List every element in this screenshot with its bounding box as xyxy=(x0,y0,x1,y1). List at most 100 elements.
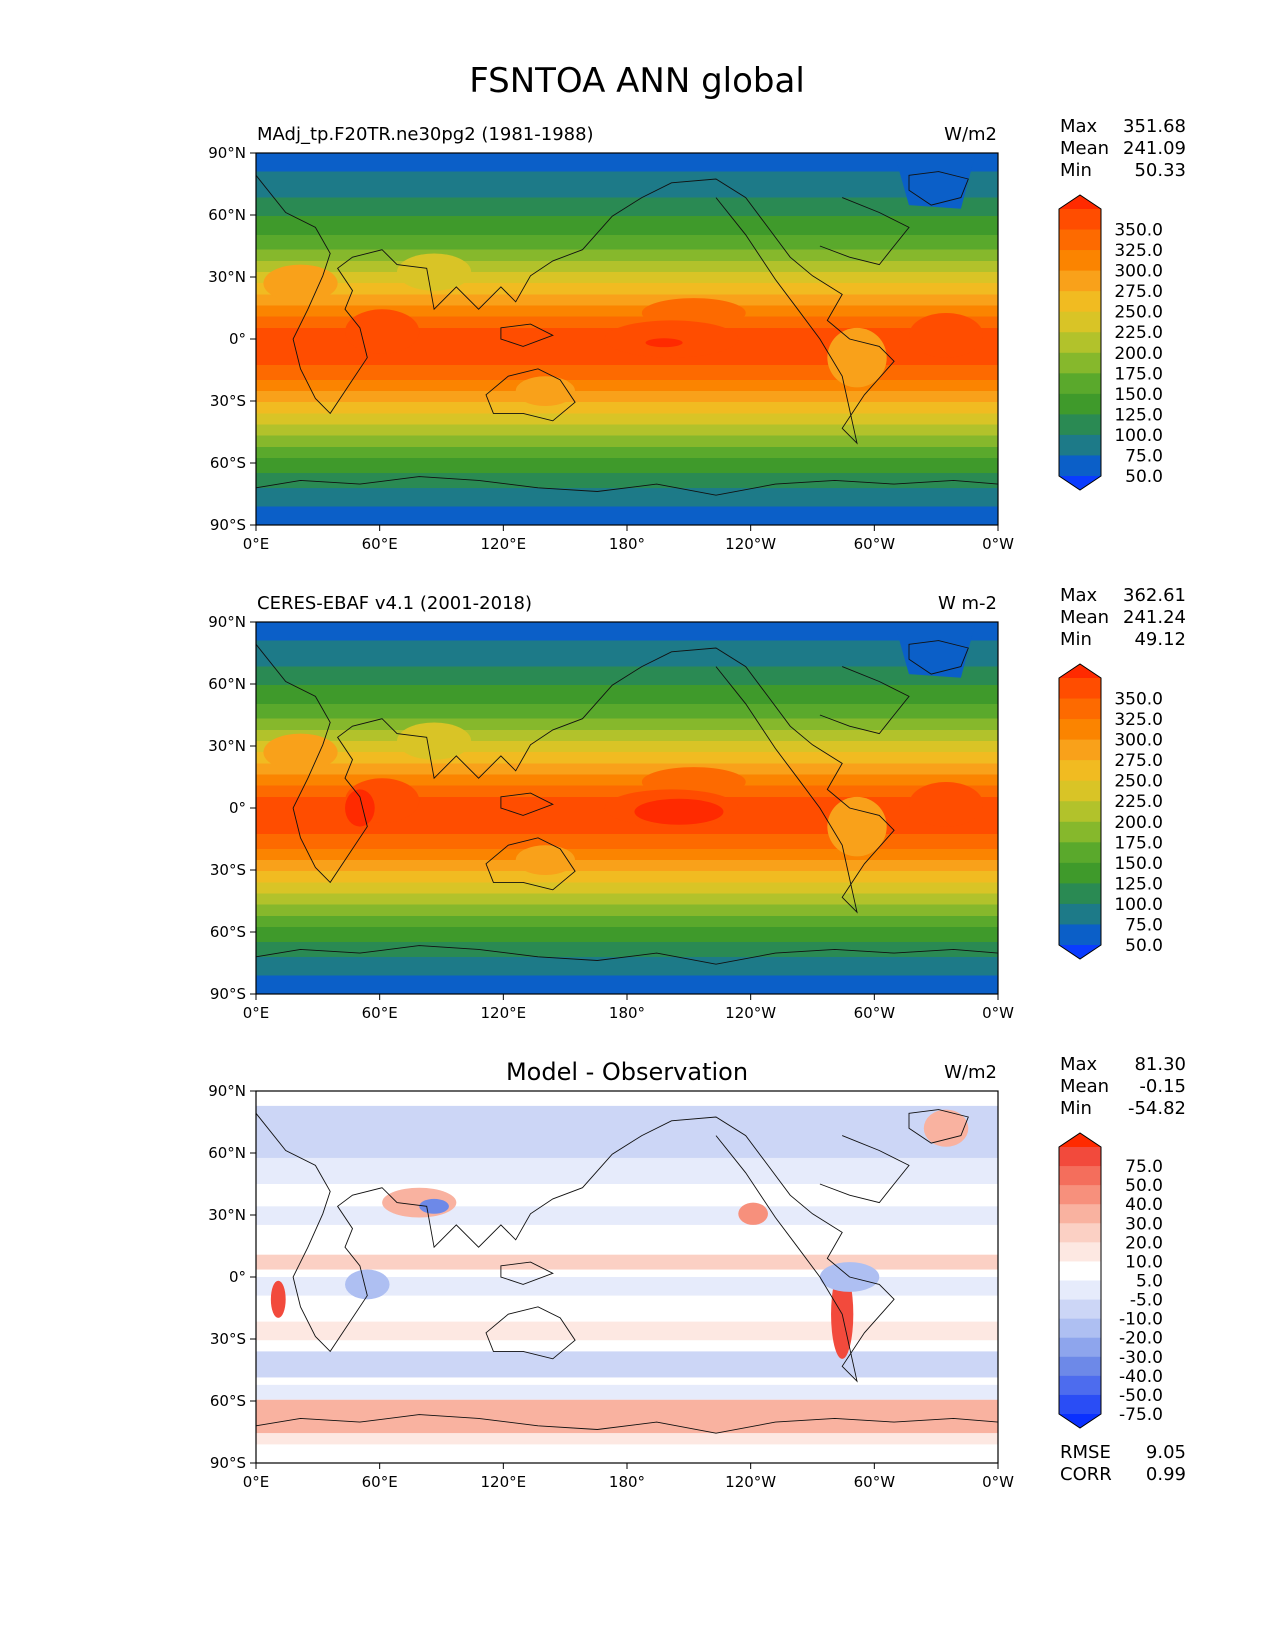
y-tick-label: 60°N xyxy=(208,206,246,224)
y-tick-label: 30°S xyxy=(210,1330,246,1348)
coastline xyxy=(485,1306,576,1360)
colorbar-outline xyxy=(1058,663,1102,960)
colorbar: 350.0325.0300.0275.0250.0225.0200.0175.0… xyxy=(1058,194,1163,491)
colorbar-label: 300.0 xyxy=(1114,731,1163,751)
coastline xyxy=(255,1113,895,1383)
colorbar-label: -75.0 xyxy=(1119,1405,1163,1425)
y-tick-label: 60°S xyxy=(210,923,246,941)
warm-patch xyxy=(345,789,375,827)
stat-value: -0.15 xyxy=(1139,1076,1186,1097)
coastline xyxy=(908,1109,969,1144)
map-panel-2 xyxy=(255,621,999,995)
coastline xyxy=(500,1261,554,1285)
colorbar-label: 225.0 xyxy=(1114,792,1163,812)
stat-value: 241.24 xyxy=(1123,607,1186,628)
panel-center-title: Model - Observation xyxy=(506,1058,748,1086)
y-tick-label: 0° xyxy=(229,799,246,817)
colorbar-label: 40.0 xyxy=(1125,1195,1163,1215)
colorbar-label: 275.0 xyxy=(1114,282,1163,302)
colorbar-band xyxy=(1059,414,1101,436)
x-tick-label: 60°W xyxy=(854,1473,896,1491)
colorbar-band xyxy=(1059,270,1101,292)
colorbar-label: 325.0 xyxy=(1114,710,1163,730)
y-tick-label: 30°S xyxy=(210,392,246,410)
panel-subtitle: CERES-EBAF v4.1 (2001-2018) xyxy=(257,593,532,614)
colorbar-label: 325.0 xyxy=(1114,241,1163,261)
stat-label: Max xyxy=(1060,585,1098,606)
stat-value: 351.68 xyxy=(1123,116,1186,137)
colorbar-label: 225.0 xyxy=(1114,323,1163,343)
x-tick-label: 0°W xyxy=(982,535,1014,553)
diff-patch xyxy=(345,1269,390,1300)
colorbar-band xyxy=(1059,821,1101,843)
colorbar-band xyxy=(1059,719,1101,741)
diff-band xyxy=(256,1206,998,1225)
colorbar-label: 275.0 xyxy=(1114,751,1163,771)
colorbar-label: 50.0 xyxy=(1125,1176,1163,1196)
x-tick-label: 60°W xyxy=(854,1004,896,1022)
stat-label: Mean xyxy=(1060,138,1109,159)
colorbar-band xyxy=(1059,311,1101,333)
colorbar: 75.050.040.030.020.010.05.0-5.0-10.0-20.… xyxy=(1058,1132,1163,1429)
x-tick-label: 0°E xyxy=(243,535,270,553)
colorbar-band xyxy=(1059,678,1101,700)
y-tick-label: 90°N xyxy=(208,1082,246,1100)
colorbar-label: 20.0 xyxy=(1125,1233,1163,1253)
diff-patch xyxy=(738,1202,768,1225)
greenland-ice xyxy=(894,622,976,678)
colorbar-label: 200.0 xyxy=(1114,813,1163,833)
colorbar-band xyxy=(1059,1299,1101,1320)
x-tick-label: 0°W xyxy=(982,1473,1014,1491)
colorbar-band xyxy=(1059,1356,1101,1377)
colorbar-outline xyxy=(1058,1132,1102,1429)
colorbar-extend-max xyxy=(1059,195,1101,209)
diff-patch xyxy=(270,1280,286,1318)
warm-patch xyxy=(641,298,746,328)
diff-band xyxy=(256,1351,998,1378)
colorbar-band xyxy=(1059,229,1101,251)
warm-patch xyxy=(908,312,984,358)
colorbar-extend-min xyxy=(1059,1414,1101,1428)
colorbar-label: 350.0 xyxy=(1114,221,1163,241)
y-tick-label: 60°N xyxy=(208,675,246,693)
colorbar-label: 75.0 xyxy=(1125,1157,1163,1177)
colorbar-extend-max xyxy=(1059,1133,1101,1147)
x-tick-label: 120°E xyxy=(481,1004,527,1022)
stat-label: Min xyxy=(1060,1098,1092,1119)
colorbar-label: 100.0 xyxy=(1114,895,1163,915)
coastline xyxy=(255,476,999,496)
x-tick-label: 0°E xyxy=(243,1473,270,1491)
colorbar-label: 50.0 xyxy=(1125,467,1163,487)
y-tick-label: 0° xyxy=(229,1268,246,1286)
colorbar-band xyxy=(1059,903,1101,925)
colorbar-label: 150.0 xyxy=(1114,385,1163,405)
y-tick-label: 90°N xyxy=(208,144,246,162)
y-tick-label: 30°N xyxy=(208,1206,246,1224)
y-tick-label: 60°S xyxy=(210,454,246,472)
colorbar-band xyxy=(1059,1147,1101,1167)
x-tick-label: 120°W xyxy=(725,1473,776,1491)
colorbar-label: 350.0 xyxy=(1114,690,1163,710)
x-tick-label: 60°E xyxy=(362,1473,398,1491)
colorbar-band xyxy=(1059,883,1101,905)
y-tick-label: 0° xyxy=(229,330,246,348)
colorbar-label: 5.0 xyxy=(1136,1272,1163,1292)
land-patch xyxy=(515,845,576,875)
panel-subtitle: MAdj_tp.F20TR.ne30pg2 (1981-1988) xyxy=(257,124,594,145)
colorbar-outline xyxy=(1058,194,1102,491)
y-tick-label: 60°N xyxy=(208,1144,246,1162)
panel-1: MAdj_tp.F20TR.ne30pg2 (1981-1988) W/m2 90°… xyxy=(208,116,1186,553)
colorbar-label: 30.0 xyxy=(1125,1214,1163,1234)
colorbar-label: -5.0 xyxy=(1130,1291,1163,1311)
colorbar-band xyxy=(1059,1318,1101,1339)
map-panel-3 xyxy=(255,1090,999,1464)
coastline xyxy=(500,323,554,347)
stat-label: CORR xyxy=(1060,1464,1112,1485)
colorbar-band xyxy=(1059,1223,1101,1243)
stat-value: 362.61 xyxy=(1123,585,1186,606)
colorbar-label: 125.0 xyxy=(1114,874,1163,894)
colorbar-band xyxy=(1059,332,1101,354)
x-tick-label: 180° xyxy=(609,535,645,553)
diff-band xyxy=(256,1433,998,1445)
